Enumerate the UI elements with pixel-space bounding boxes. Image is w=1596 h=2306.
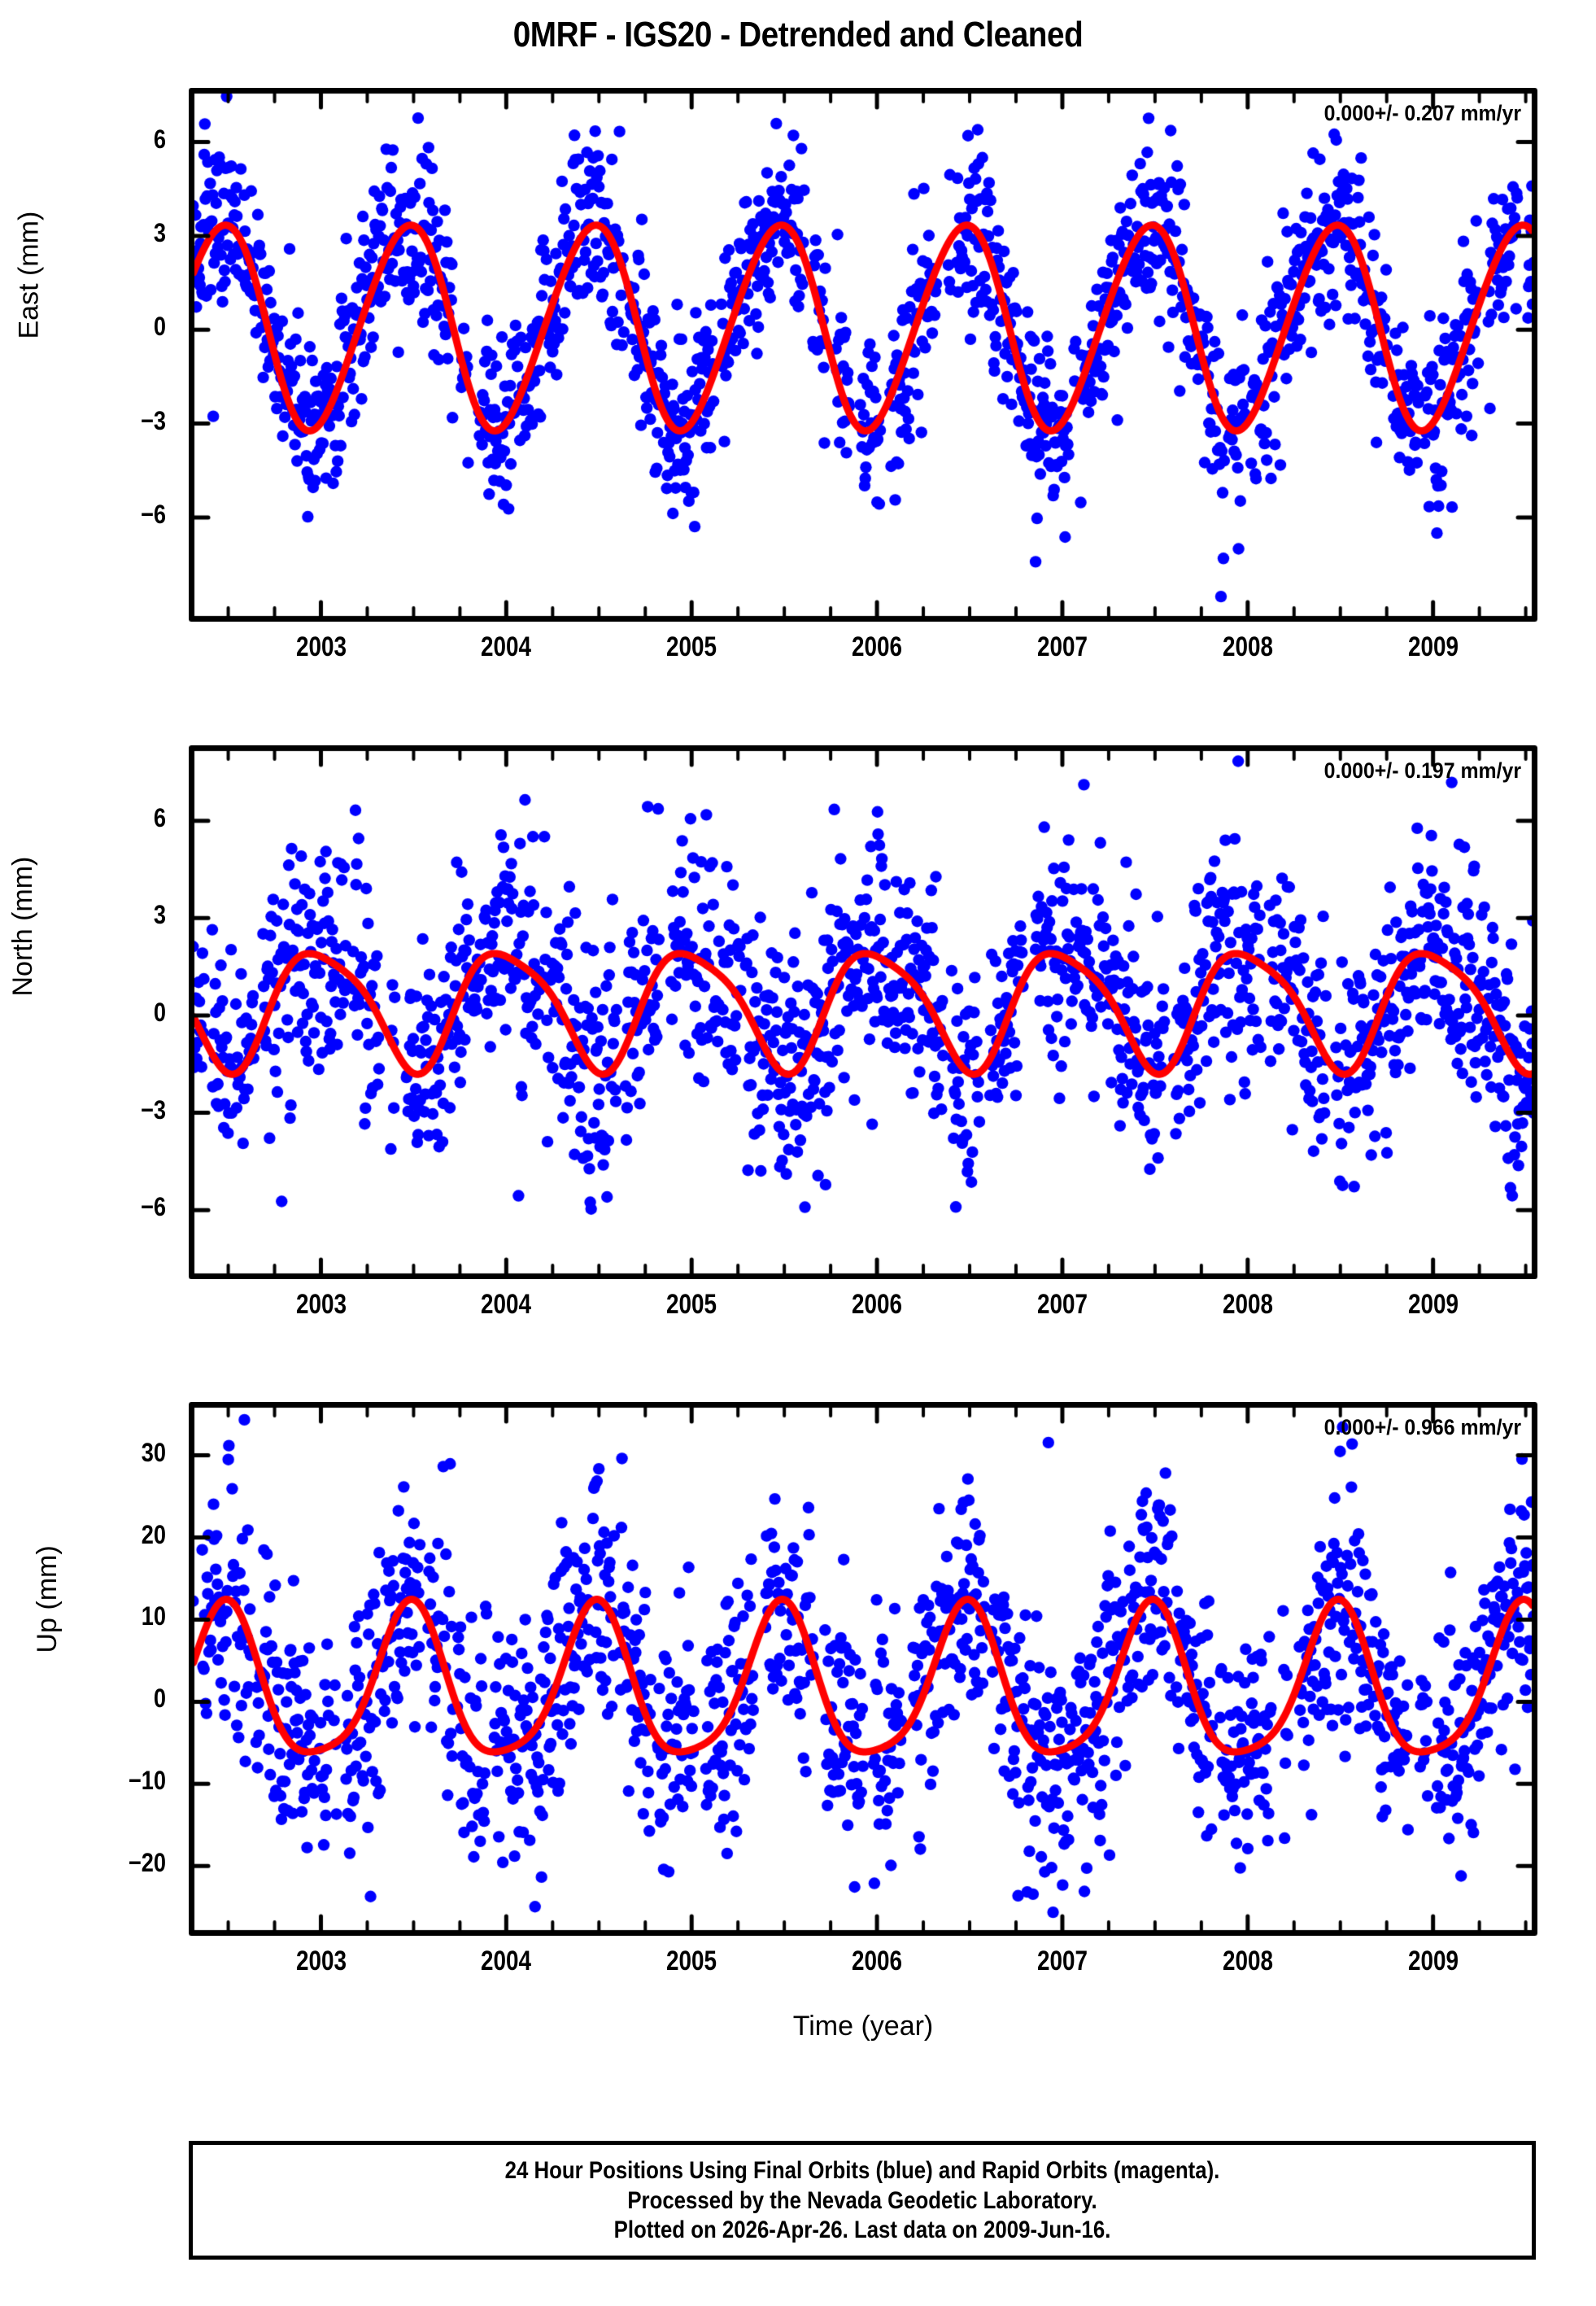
x-tick-label: 2007 xyxy=(1036,631,1088,662)
x-tick-label: 2005 xyxy=(666,1946,717,1976)
x-axis-label: Time (year) xyxy=(792,2011,934,2042)
y-tick-label: 6 xyxy=(153,124,166,154)
caption-line-1: 24 Hour Positions Using Final Orbits (bl… xyxy=(504,2157,1220,2184)
y-tick-label: 0 xyxy=(153,1684,166,1714)
x-tick-label: 2009 xyxy=(1407,1289,1459,1320)
caption-line-3: Plotted on 2026-Apr-26. Last data on 200… xyxy=(613,2216,1111,2244)
x-tick-label: 2004 xyxy=(481,1289,532,1320)
y-tick-label: 0 xyxy=(153,997,166,1027)
y-tick-label: 6 xyxy=(153,802,166,832)
y-tick-label: 3 xyxy=(153,900,166,930)
panel-east xyxy=(189,88,1537,622)
y-tick-label: −10 xyxy=(128,1766,166,1796)
y-tick-label: −6 xyxy=(140,1192,166,1222)
panel-up-canvas xyxy=(189,1402,1537,1936)
y-tick-label: 3 xyxy=(153,217,166,247)
y-tick-label: −3 xyxy=(140,405,166,435)
panel-north xyxy=(189,745,1537,1279)
x-tick-label: 2006 xyxy=(852,1289,903,1320)
x-tick-label: 2004 xyxy=(481,1946,532,1976)
x-tick-label: 2006 xyxy=(852,1946,903,1976)
page-title: 0MRF - IGS20 - Detrended and Cleaned xyxy=(512,15,1084,55)
x-tick-label: 2005 xyxy=(666,1289,717,1320)
x-tick-label: 2007 xyxy=(1036,1946,1088,1976)
y-tick-label: −20 xyxy=(128,1848,166,1878)
x-tick-label: 2008 xyxy=(1222,1289,1273,1320)
x-tick-label: 2003 xyxy=(295,1946,347,1976)
x-tick-label: 2006 xyxy=(852,631,903,662)
caption-box: 24 Hour Positions Using Final Orbits (bl… xyxy=(189,2141,1536,2260)
y-axis-label-east: East (mm) xyxy=(13,211,45,339)
x-tick-label: 2009 xyxy=(1407,631,1459,662)
x-tick-label: 2009 xyxy=(1407,1946,1459,1976)
x-tick-label: 2008 xyxy=(1222,631,1273,662)
y-tick-label: 20 xyxy=(141,1519,166,1549)
y-tick-label: 10 xyxy=(141,1601,166,1631)
panel-east-canvas xyxy=(189,88,1537,622)
y-tick-label: −6 xyxy=(140,499,166,529)
x-tick-label: 2007 xyxy=(1036,1289,1088,1320)
x-tick-label: 2005 xyxy=(666,631,717,662)
panel-north-canvas xyxy=(189,745,1537,1279)
x-tick-label: 2003 xyxy=(295,1289,347,1320)
y-tick-label: 0 xyxy=(153,312,166,342)
rate-annotation-east: 0.000+/- 0.207 mm/yr xyxy=(1323,101,1521,125)
y-axis-label-up: Up (mm) xyxy=(31,1545,63,1653)
y-tick-label: 30 xyxy=(141,1437,166,1467)
rate-annotation-north: 0.000+/- 0.197 mm/yr xyxy=(1323,758,1521,783)
x-tick-label: 2004 xyxy=(481,631,532,662)
caption-line-2: Processed by the Nevada Geodetic Laborat… xyxy=(627,2186,1097,2214)
y-axis-label-north: North (mm) xyxy=(7,856,39,997)
x-tick-label: 2008 xyxy=(1222,1946,1273,1976)
x-tick-label: 2003 xyxy=(295,631,347,662)
panel-up xyxy=(189,1402,1537,1936)
rate-annotation-up: 0.000+/- 0.966 mm/yr xyxy=(1323,1415,1521,1439)
y-tick-label: −3 xyxy=(140,1094,166,1125)
